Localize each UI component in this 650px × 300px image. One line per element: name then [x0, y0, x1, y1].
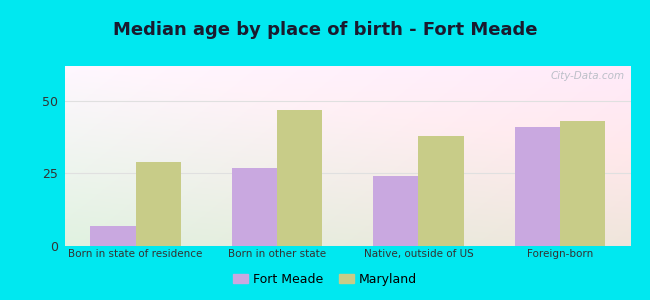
Bar	[419, 136, 463, 246]
Bar	[232, 168, 277, 246]
Bar	[136, 162, 181, 246]
Bar	[90, 226, 136, 246]
Bar	[277, 110, 322, 246]
Bar	[373, 176, 419, 246]
Bar	[515, 127, 560, 246]
Text: Median age by place of birth - Fort Meade: Median age by place of birth - Fort Mead…	[112, 21, 538, 39]
Text: City-Data.com: City-Data.com	[551, 71, 625, 81]
Bar	[560, 121, 605, 246]
Legend: Fort Meade, Maryland: Fort Meade, Maryland	[228, 268, 422, 291]
